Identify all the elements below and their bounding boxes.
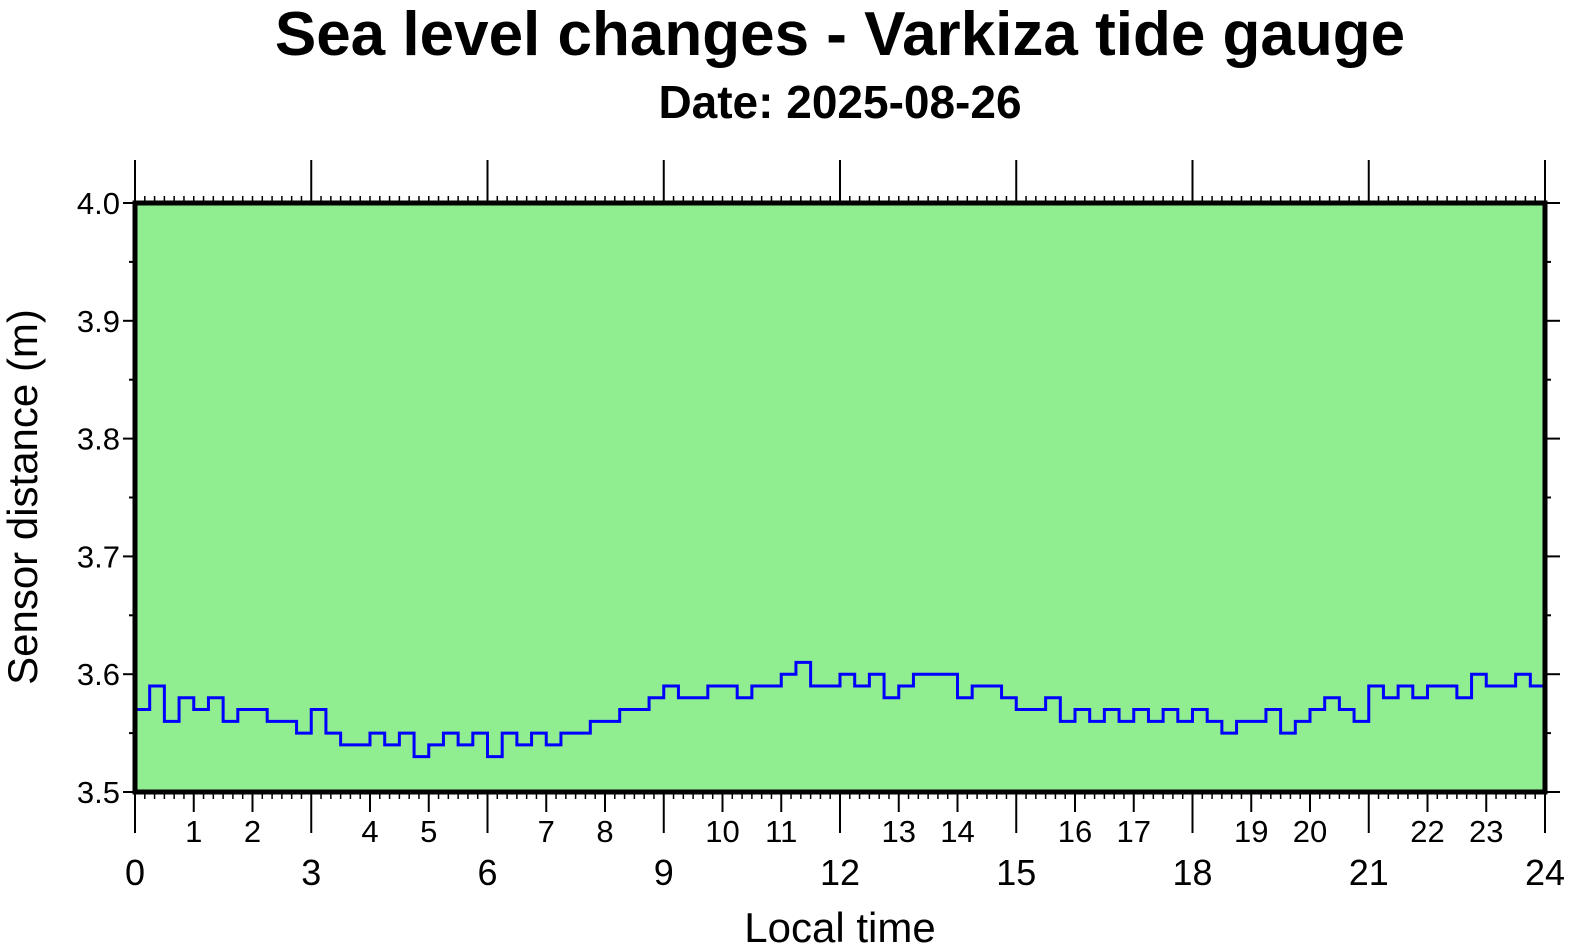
y-axis-label: Sensor distance (m) bbox=[0, 309, 46, 685]
x-hour-tick-label: 17 bbox=[1117, 814, 1151, 849]
x-hour-tick-label: 20 bbox=[1293, 814, 1327, 849]
x-hour-tick-label: 1 bbox=[185, 814, 202, 849]
y-tick-label: 4.0 bbox=[77, 186, 120, 221]
x-hour-tick-label: 13 bbox=[882, 814, 916, 849]
y-tick-label: 3.9 bbox=[77, 304, 120, 339]
x-hour-tick-label: 2 bbox=[244, 814, 261, 849]
x-hour-tick-label: 5 bbox=[420, 814, 437, 849]
x-hour-tick-label: 23 bbox=[1469, 814, 1503, 849]
x-hour-tick-label: 11 bbox=[765, 814, 797, 849]
chart-title: Sea level changes - Varkiza tide gauge bbox=[275, 0, 1405, 69]
x-major-tick-label: 12 bbox=[820, 852, 860, 893]
x-hour-tick-label: 4 bbox=[361, 814, 378, 849]
y-tick-label: 3.5 bbox=[77, 775, 120, 810]
y-tick-label: 3.8 bbox=[77, 422, 120, 457]
x-major-tick-label: 15 bbox=[996, 852, 1036, 893]
x-hour-tick-label: 7 bbox=[538, 814, 555, 849]
x-hour-tick-label: 16 bbox=[1058, 814, 1092, 849]
y-tick-label: 3.6 bbox=[77, 657, 120, 692]
x-major-tick-label: 3 bbox=[301, 852, 321, 893]
x-hour-tick-label: 8 bbox=[596, 814, 613, 849]
x-major-tick-label: 24 bbox=[1525, 852, 1565, 893]
plot-area bbox=[135, 203, 1545, 792]
x-hour-tick-label: 14 bbox=[940, 814, 974, 849]
x-major-tick-label: 18 bbox=[1172, 852, 1212, 893]
chart-subtitle: Date: 2025-08-26 bbox=[658, 76, 1021, 128]
x-axis-label: Local time bbox=[744, 904, 935, 950]
x-hour-tick-label: 22 bbox=[1410, 814, 1444, 849]
x-major-tick-label: 9 bbox=[654, 852, 674, 893]
x-hour-tick-label: 19 bbox=[1234, 814, 1268, 849]
x-major-tick-label: 21 bbox=[1349, 852, 1389, 893]
series-line bbox=[135, 660, 1547, 759]
y-tick-label: 3.7 bbox=[77, 539, 120, 574]
x-major-tick-label: 6 bbox=[477, 852, 497, 893]
x-hour-tick-label: 10 bbox=[705, 814, 739, 849]
x-major-tick-label: 0 bbox=[125, 852, 145, 893]
